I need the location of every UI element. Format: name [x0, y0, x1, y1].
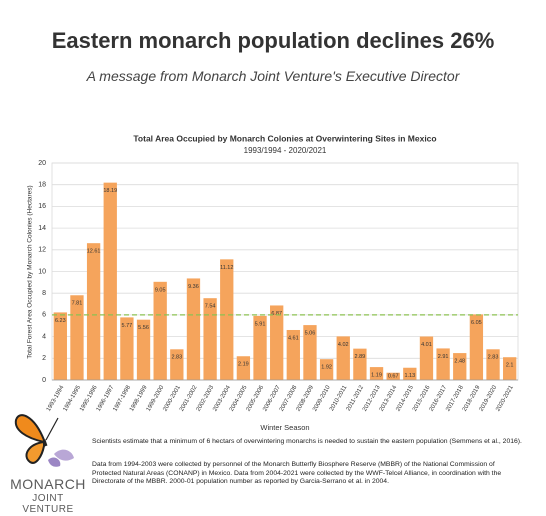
bar	[120, 317, 134, 380]
value-label: 9.36	[188, 284, 199, 290]
value-label: 2.19	[238, 362, 249, 368]
bar	[136, 319, 151, 380]
y-tick-label: 4	[42, 333, 46, 340]
value-label: 5.56	[138, 325, 149, 331]
note: Scientists estimate that a minimum of 6 …	[92, 438, 522, 445]
bar	[486, 349, 500, 380]
value-label: 2.89	[355, 354, 366, 360]
y-tick-label: 2	[42, 355, 46, 362]
chart-title: Total Area Occupied by Monarch Colonies …	[133, 133, 436, 143]
value-label: 5.91	[255, 321, 266, 327]
value-label: 4.02	[338, 342, 349, 348]
note: Data from 1994-2003 were collected by pe…	[92, 461, 502, 485]
bar	[319, 359, 334, 380]
bar	[403, 367, 417, 380]
y-tick-label: 20	[38, 160, 46, 167]
bar	[153, 281, 167, 380]
value-label: 18.19	[103, 188, 117, 194]
bar	[70, 295, 84, 380]
value-label: 1.92	[321, 365, 332, 371]
bar	[369, 367, 384, 380]
logo-butterfly	[14, 414, 74, 467]
y-axis-label: Total Forest Area Occupied by Monarch Co…	[27, 185, 34, 358]
value-label: 6.87	[271, 311, 282, 317]
bar	[86, 243, 101, 380]
x-tick-label: 2020-2021	[495, 384, 515, 412]
value-label: 9.05	[155, 287, 166, 293]
bar	[303, 325, 317, 380]
value-label: 12.61	[87, 249, 101, 255]
bar	[436, 348, 450, 380]
y-tick-label: 18	[38, 182, 46, 189]
bar	[270, 305, 284, 380]
value-label: 2.48	[454, 359, 465, 365]
bar	[53, 312, 67, 380]
y-tick-label: 14	[38, 225, 46, 232]
value-label: 6.05	[471, 320, 482, 326]
bar	[220, 259, 234, 380]
bar	[186, 278, 201, 380]
bar	[386, 372, 400, 380]
page-title: Eastern monarch population declines 26%	[51, 28, 495, 53]
bar	[236, 356, 251, 380]
bar	[286, 329, 300, 380]
bar	[253, 315, 267, 380]
value-label: 2.83	[171, 355, 182, 361]
value-label: 11.12	[220, 265, 233, 271]
y-tick-label: 6	[42, 312, 46, 319]
y-tick-label: 16	[38, 203, 46, 210]
bar	[419, 336, 434, 380]
value-label: 1.19	[371, 373, 382, 379]
bar	[353, 348, 367, 380]
value-label: 2.83	[488, 355, 499, 361]
value-label: 7.81	[72, 301, 83, 307]
chart-subtitle: 1993/1994 - 2020/2021	[244, 146, 327, 155]
page-subtitle: A message from Monarch Joint Venture's E…	[86, 68, 460, 84]
value-label: 6.23	[55, 318, 66, 324]
value-label: 1.13	[404, 373, 415, 379]
bar	[170, 349, 184, 380]
logo-text: JOINT VENTURE	[22, 493, 74, 515]
y-tick-label: 12	[38, 247, 46, 254]
value-label: 2.91	[438, 354, 449, 360]
value-label: 0.67	[388, 373, 399, 379]
x-axis-label: Winter Season	[260, 423, 309, 432]
bar	[336, 336, 350, 380]
y-tick-label: 0	[42, 377, 46, 384]
y-tick-label: 10	[38, 268, 46, 275]
bar	[103, 182, 117, 380]
value-label: 7.54	[205, 304, 216, 310]
value-label: 2.1	[506, 363, 514, 369]
bar	[503, 357, 517, 380]
value-label: 5.06	[305, 331, 316, 337]
bar	[453, 353, 467, 380]
value-label: 4.01	[421, 342, 432, 348]
value-label: 5.77	[122, 323, 133, 329]
value-label: 4.61	[288, 335, 299, 341]
logo-text: MONARCH	[10, 476, 86, 492]
y-tick-label: 8	[42, 290, 46, 297]
bar	[203, 298, 217, 380]
bar	[469, 314, 484, 380]
